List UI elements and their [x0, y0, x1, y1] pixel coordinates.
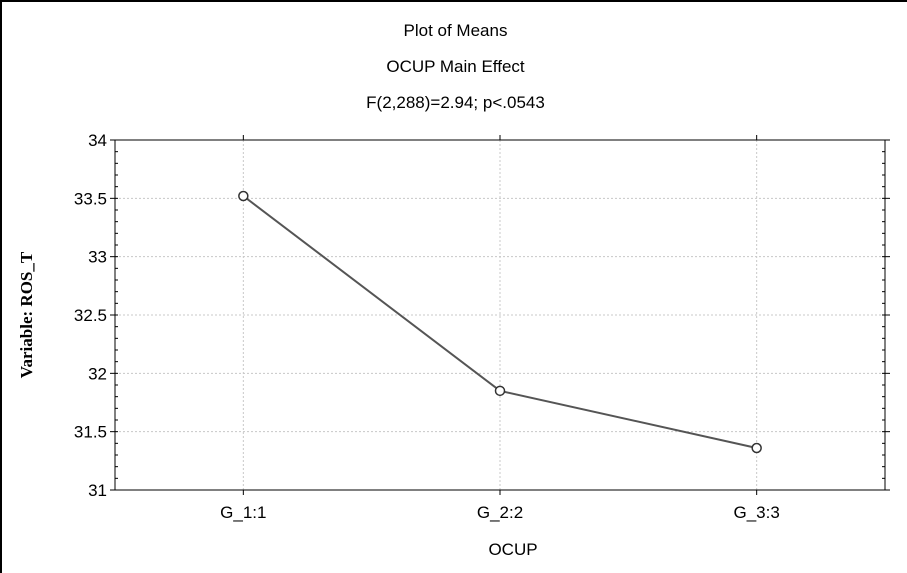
chart-title: Plot of Means	[403, 21, 508, 40]
x-axis-label: OCUP	[488, 540, 537, 559]
y-tick-label: 31.5	[74, 423, 107, 442]
x-tick-label: G_3:3	[734, 503, 780, 522]
data-point	[494, 385, 506, 397]
y-tick-label: 31	[88, 481, 107, 500]
y-tick-label: 33	[88, 248, 107, 267]
x-tick-label: G_1:1	[220, 503, 266, 522]
y-axis-label: Variable: ROS_T	[17, 251, 36, 378]
x-tick-label: G_2:2	[477, 503, 523, 522]
data-point	[238, 190, 249, 202]
plot-border	[114, 139, 886, 491]
y-tick-label: 34	[88, 131, 107, 150]
data-point	[751, 442, 762, 454]
chart-stat-line: F(2,288)=2.94; p<.0543	[366, 93, 545, 112]
y-tick-label: 32	[88, 364, 107, 383]
chart-subtitle: OCUP Main Effect	[386, 57, 525, 76]
y-tick-label: 33.5	[74, 189, 107, 208]
y-tick-label: 32.5	[74, 306, 107, 325]
